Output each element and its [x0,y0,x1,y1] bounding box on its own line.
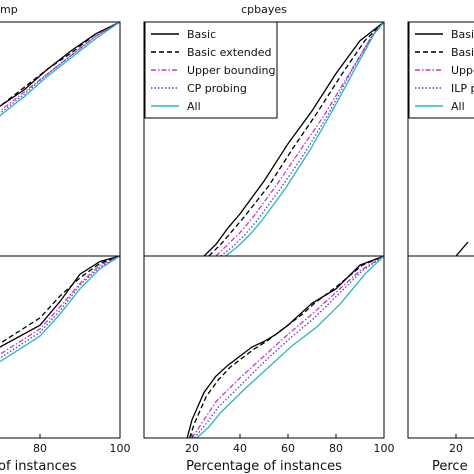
series-line-all [0,22,120,117]
legend-label: Basic e [451,46,474,59]
panel-4 [0,255,121,439]
series-group [203,22,384,256]
legend-label: Basic [187,28,216,41]
plot-panels: 60801002040608010020BasicBasic extendedU… [0,21,474,455]
x-axis-label-right: Perce [432,459,468,474]
series-group [0,22,120,117]
legend-label: Upper bounding [187,64,275,77]
panel-title-middle: cpbayes [241,3,287,16]
series-line-basic [0,22,120,107]
x-tick-label: 20 [185,442,199,455]
legend-label: Upper [451,64,474,77]
x-tick-label: 40 [233,442,247,455]
panel-5 [143,255,385,439]
x-axis-label-left: of instances [0,459,77,474]
series-line-cp-probing [220,22,384,256]
series-line-basic-extended [188,256,384,438]
series-line-cp-probing [0,22,120,115]
legend-label: CP probing [187,82,247,95]
series-group [186,256,384,438]
series-line-basic [203,22,384,256]
series-line-all [196,256,384,438]
x-tick-label: 100 [110,442,131,455]
axes-frame [0,21,121,257]
legend-label: All [451,100,465,113]
legend-label: Basic [451,28,474,41]
legend-label: Basic extended [187,46,272,59]
series-line-upper-bounding [215,22,384,256]
x-tick-label: 100 [374,442,395,455]
series-line-upper-bounding [191,256,384,438]
series-line-basic-extended [0,256,120,345]
series-line-all [225,22,384,256]
series-line-upper-bounding [0,22,120,112]
series-line-all [0,256,120,363]
series-group [0,256,120,363]
axes-frame [0,255,121,439]
axes-frame [407,255,474,439]
x-tick-label: 80 [33,442,47,455]
series-line-basic-extended [0,22,120,107]
axes-frame [407,21,474,257]
legend-label: ILP pro [451,82,474,95]
legend-right: Basic Basic e Upper ILP pro All [408,21,474,119]
x-tick-label: 60 [281,442,295,455]
series-line-cp-probing [0,256,120,359]
panel-3 [407,21,474,257]
series-line-basic [186,256,384,438]
series-line-cp-probing [193,256,384,438]
panel-title-left: mp [0,3,18,16]
series-line-basic [0,256,120,348]
x-axis-label-middle: Percentage of instances [186,459,342,474]
axes-frame [143,255,385,439]
legend-middle: Basic Basic extended Upper bounding CP prob… [144,21,278,119]
series-line-basic [455,241,469,256]
series-line-upper-bounding [0,256,120,356]
panel-6 [407,255,474,439]
series-line-basic-extended [208,22,384,256]
x-tick-label: 20 [449,442,463,455]
legend-box [144,21,278,119]
panel-1 [0,21,121,257]
legend-label: All [187,100,201,113]
series-group [455,241,469,256]
x-tick-label: 80 [329,442,343,455]
